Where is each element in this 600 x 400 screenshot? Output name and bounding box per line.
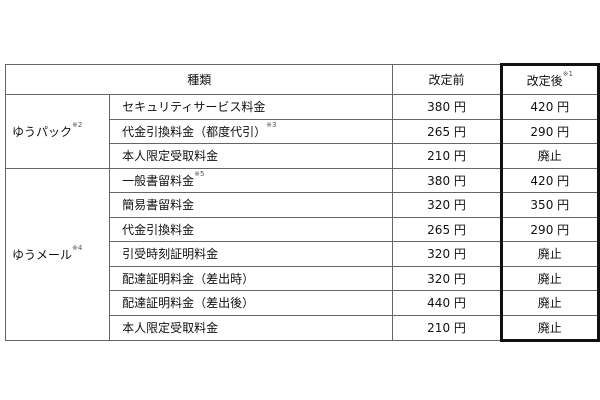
table-row: 簡易書留料金 320 円 350 円	[6, 192, 600, 218]
price-before: 320 円	[392, 192, 502, 218]
group-label: ゆうメール	[12, 247, 73, 262]
item-note: ※3	[266, 120, 277, 129]
item-name: 本人限定受取料金	[109, 314, 394, 341]
item-label: 簡易書留料金	[122, 198, 195, 213]
price-after: 350 円	[499, 192, 600, 218]
table-row: 本人限定受取料金 210 円廃止	[6, 143, 600, 169]
item-label: 本人限定受取料金	[122, 149, 219, 164]
item-label: 本人限定受取料金	[122, 321, 219, 336]
price-before: 320 円	[392, 241, 502, 267]
price-before: 380 円	[392, 167, 502, 193]
header-after: 改定後※1	[499, 63, 600, 95]
table-row: 本人限定受取料金 210 円廃止	[6, 314, 600, 342]
price-after: 廃止	[499, 314, 600, 342]
price-before: 265 円	[392, 216, 502, 242]
item-name: 簡易書留料金	[109, 192, 394, 218]
group-note: ※2	[72, 120, 83, 129]
group-note: ※4	[72, 243, 83, 252]
item-name: 本人限定受取料金	[109, 143, 394, 169]
item-name: 配達証明料金（差出時）	[109, 265, 394, 291]
item-label: 配達証明料金（差出時）	[122, 271, 255, 286]
item-note: ※5	[194, 169, 205, 178]
header-row: 種類 改定前 改定後※1	[4, 63, 600, 95]
table-row: ゆうパック※2 セキュリティサービス料金 380 円 420 円	[4, 94, 600, 169]
table-row: 配達証明料金（差出後） 440 円廃止	[6, 290, 600, 316]
price-after: 420 円	[499, 94, 600, 120]
price-after: 290 円	[499, 118, 600, 144]
table-row: 代金引換料金 265 円 290 円	[6, 216, 600, 242]
price-before: 210 円	[392, 314, 502, 341]
item-name: 代金引換料金（都度代引）※3	[109, 118, 394, 144]
item-name: セキュリティサービス料金	[109, 94, 394, 120]
table-row: 引受時刻証明料金 320 円廃止	[6, 241, 600, 267]
table-row: 代金引換料金（都度代引）※3 265 円 290 円	[6, 118, 600, 144]
item-label: 代金引換料金	[122, 222, 195, 237]
table-row: ゆうメール※4 一般書留料金※5 380 円 420 円	[4, 167, 600, 341]
item-label: セキュリティサービス料金	[122, 100, 266, 115]
header-after-note: ※1	[562, 69, 573, 78]
price-after: 廃止	[499, 241, 600, 267]
item-label: 配達証明料金（差出後）	[122, 296, 255, 311]
price-before: 440 円	[392, 290, 502, 316]
item-label: 代金引換料金（都度代引）	[122, 124, 267, 139]
price-after: 290 円	[499, 216, 600, 242]
item-label: 引受時刻証明料金	[122, 247, 219, 262]
header-type: 種類	[4, 64, 394, 95]
price-after: 廃止	[499, 265, 600, 291]
price-after: 廃止	[499, 143, 600, 169]
fee-revision-table: 種類 改定前 改定後※1 ゆうパック※2 セキュリティサービス料金 380 円 420…	[4, 63, 600, 342]
price-after: 420 円	[499, 167, 600, 193]
group-label: ゆうパック	[12, 124, 73, 139]
item-name: 引受時刻証明料金	[109, 241, 394, 267]
item-name: 配達証明料金（差出後）	[109, 290, 394, 316]
group-name: ゆうメール※4	[4, 167, 111, 341]
price-before: 380 円	[392, 94, 502, 120]
price-after: 廃止	[499, 290, 600, 316]
header-after-label: 改定後	[526, 73, 563, 88]
item-name: 代金引換料金	[109, 216, 394, 242]
price-before: 265 円	[392, 118, 502, 144]
item-label: 一般書留料金	[122, 173, 195, 188]
header-before: 改定前	[392, 64, 502, 95]
price-before: 210 円	[392, 143, 502, 169]
item-name: 一般書留料金※5	[109, 167, 394, 193]
group-name: ゆうパック※2	[4, 94, 111, 169]
price-before: 320 円	[392, 265, 502, 291]
